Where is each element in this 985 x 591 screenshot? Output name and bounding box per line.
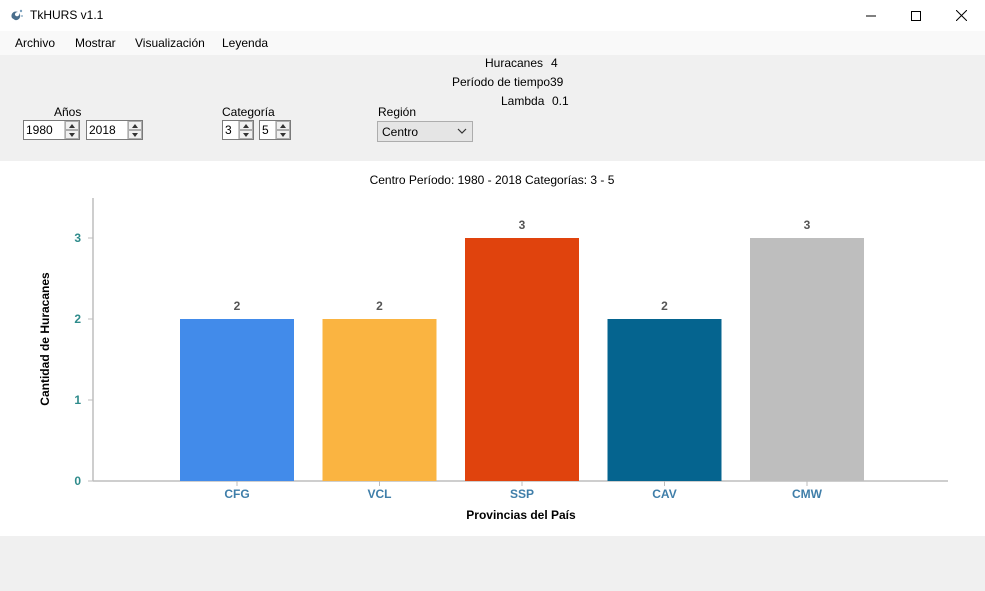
bar-data-label: 3: [804, 218, 811, 232]
year-from-down-button[interactable]: [65, 130, 79, 139]
bar-data-label: 3: [519, 218, 526, 232]
arrow-up-icon: [69, 123, 75, 128]
menu-bar: Archivo Mostrar Visualización Leyenda: [0, 31, 985, 55]
chart-title: Centro Período: 1980 - 2018 Categorías: …: [370, 173, 615, 187]
category-to-value[interactable]: 5: [262, 123, 269, 137]
window-title: TkHURS v1.1: [30, 8, 104, 22]
y-axis-title: Cantidad de Huracanes: [38, 272, 52, 406]
bar-ssp: [465, 238, 579, 481]
hurricanes-label: Huracanes: [485, 56, 544, 70]
menu-archivo[interactable]: Archivo: [15, 36, 56, 50]
category-from-stepper[interactable]: 3: [222, 120, 254, 140]
y-tick-label: 2: [74, 312, 81, 326]
category-from-up-button[interactable]: [239, 121, 253, 130]
region-value: Centro: [382, 125, 419, 139]
lambda-label: Lambda: [501, 94, 545, 108]
region-label: Región: [378, 105, 417, 119]
lambda-value: 0.1: [552, 94, 569, 108]
minimize-icon: [866, 15, 876, 16]
hurricanes-value: 4: [551, 56, 558, 70]
region-dropdown[interactable]: Centro: [377, 121, 473, 142]
menu-leyenda[interactable]: Leyenda: [222, 36, 269, 50]
year-from-value[interactable]: 1980: [26, 123, 53, 137]
title-bar: TkHURS v1.1: [0, 0, 985, 31]
bar-cmw: [750, 238, 864, 481]
bar-cfg: [180, 319, 294, 481]
category-from-value[interactable]: 3: [225, 123, 232, 137]
arrow-down-icon: [132, 132, 138, 137]
year-to-up-button[interactable]: [128, 121, 142, 130]
x-tick-label: CAV: [652, 487, 676, 501]
category-label: Categoría: [222, 105, 275, 119]
years-label: Años: [54, 105, 82, 119]
arrow-down-icon: [280, 132, 286, 137]
arrow-down-icon: [243, 132, 249, 137]
year-from-up-button[interactable]: [65, 121, 79, 130]
chevron-down-icon: [457, 128, 467, 134]
bar-cav: [607, 319, 722, 481]
category-to-down-button[interactable]: [276, 130, 290, 139]
year-to-down-button[interactable]: [128, 130, 142, 139]
y-tick-label: 0: [74, 474, 81, 488]
bar-data-label: 2: [234, 299, 241, 313]
y-tick-label: 1: [74, 393, 81, 407]
x-tick-label: SSP: [510, 487, 534, 501]
menu-visualizacion[interactable]: Visualización: [135, 36, 205, 50]
x-axis-title: Provincias del País: [466, 508, 576, 522]
bar-chart: Centro Período: 1980 - 2018 Categorías: …: [38, 173, 948, 522]
close-button[interactable]: [938, 0, 984, 31]
y-tick-label: 3: [74, 231, 81, 245]
category-to-stepper[interactable]: 5: [259, 120, 291, 140]
minimize-button[interactable]: [848, 0, 894, 31]
period-value: 39: [550, 75, 564, 89]
bar-data-label: 2: [376, 299, 383, 313]
year-from-stepper[interactable]: 1980: [23, 120, 80, 140]
bar-vcl: [322, 319, 437, 481]
maximize-button[interactable]: [893, 0, 939, 31]
arrow-down-icon: [69, 132, 75, 137]
close-icon: [955, 10, 967, 21]
year-to-stepper[interactable]: 2018: [86, 120, 143, 140]
menu-mostrar[interactable]: Mostrar: [75, 36, 116, 50]
x-tick-label: CMW: [792, 487, 823, 501]
x-tick-label: CFG: [224, 487, 249, 501]
arrow-up-icon: [132, 123, 138, 128]
year-to-value[interactable]: 2018: [89, 123, 116, 137]
bar-data-label: 2: [661, 299, 668, 313]
arrow-up-icon: [243, 123, 249, 128]
arrow-up-icon: [280, 123, 286, 128]
x-tick-label: VCL: [368, 487, 392, 501]
chart-panel: Centro Período: 1980 - 2018 Categorías: …: [0, 161, 985, 536]
category-to-up-button[interactable]: [276, 121, 290, 130]
maximize-icon: [911, 10, 921, 21]
category-from-down-button[interactable]: [239, 130, 253, 139]
period-label: Período de tiempo: [452, 75, 551, 89]
hurricane-app-icon: [11, 9, 23, 21]
